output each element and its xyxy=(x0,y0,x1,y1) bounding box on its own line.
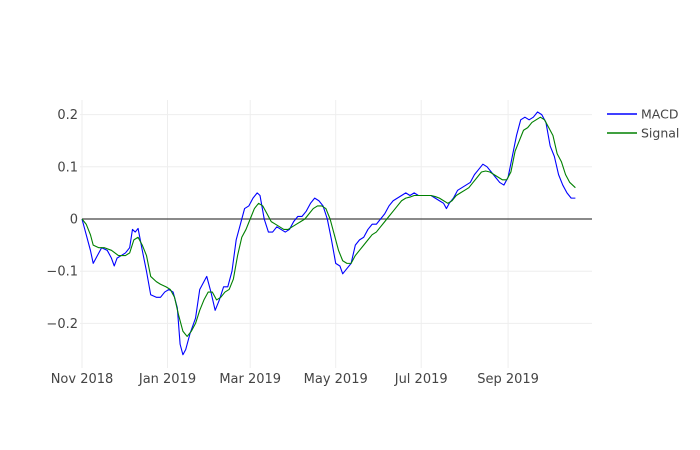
legend[interactable]: MACD Signal xyxy=(607,107,679,141)
y-tick-label: 0 xyxy=(70,213,78,228)
y-tick-label: −0.2 xyxy=(46,317,78,332)
y-tick-labels: −0.2 −0.1 0 0.1 0.2 xyxy=(46,108,78,332)
y-tick-label: 0.1 xyxy=(57,160,78,175)
x-tick-label: Jul 2019 xyxy=(394,372,448,387)
grid-lines xyxy=(80,100,592,368)
x-tick-label: Jan 2019 xyxy=(138,372,196,387)
series-line-signal xyxy=(81,116,576,337)
series-lines xyxy=(81,111,576,356)
x-tick-label: May 2019 xyxy=(304,372,368,387)
y-tick-label: −0.1 xyxy=(46,265,78,280)
x-tick-label: Nov 2018 xyxy=(51,372,114,387)
legend-label: Signal xyxy=(641,126,679,141)
legend-item-macd[interactable]: MACD xyxy=(607,107,678,122)
x-tick-label: Mar 2019 xyxy=(219,372,281,387)
legend-item-signal[interactable]: Signal xyxy=(607,126,679,141)
series-line-macd xyxy=(81,111,576,356)
legend-label: MACD xyxy=(641,107,678,122)
x-tick-label: Sep 2019 xyxy=(477,372,539,387)
x-tick-labels: Nov 2018 Jan 2019 Mar 2019 May 2019 Jul 2019… xyxy=(51,372,539,387)
y-tick-label: 0.2 xyxy=(57,108,78,123)
